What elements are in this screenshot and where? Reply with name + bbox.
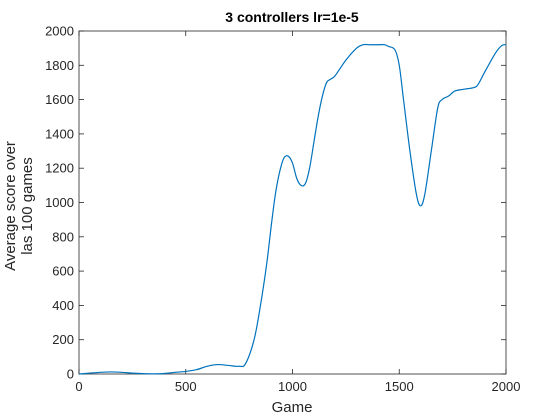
chart-title: 3 controllers lr=1e-5	[225, 9, 359, 25]
x-tick-label: 2000	[492, 379, 521, 394]
y-tick-label: 600	[52, 264, 74, 279]
y-tick-label: 1400	[45, 126, 74, 141]
x-tick-label: 0	[75, 379, 82, 394]
y-tick-label: 1600	[45, 92, 74, 107]
y-tick-label: 0	[67, 367, 74, 382]
x-tick-label: 500	[175, 379, 197, 394]
y-tick-label: 800	[52, 229, 74, 244]
y-tick-label: 400	[52, 298, 74, 313]
y-tick-label: 1000	[45, 195, 74, 210]
y-tick-label: 2000	[45, 24, 74, 39]
y-tick-label: 1800	[45, 58, 74, 73]
x-axis-label: Game	[272, 399, 313, 416]
x-tick-label: 1000	[278, 379, 307, 394]
x-tick-label: 1500	[385, 379, 414, 394]
y-axis-label-line-1: Average score over	[2, 141, 19, 271]
y-tick-label: 200	[52, 332, 74, 347]
y-tick-label: 1200	[45, 161, 74, 176]
plot-area	[78, 30, 507, 375]
y-axis-label-line-2: las 100 games	[19, 157, 36, 255]
ticks-group: 0 500 1000 1500 2000 0 200 400 600 800 1000 1200 140…	[45, 24, 520, 395]
series-line	[78, 43, 507, 375]
